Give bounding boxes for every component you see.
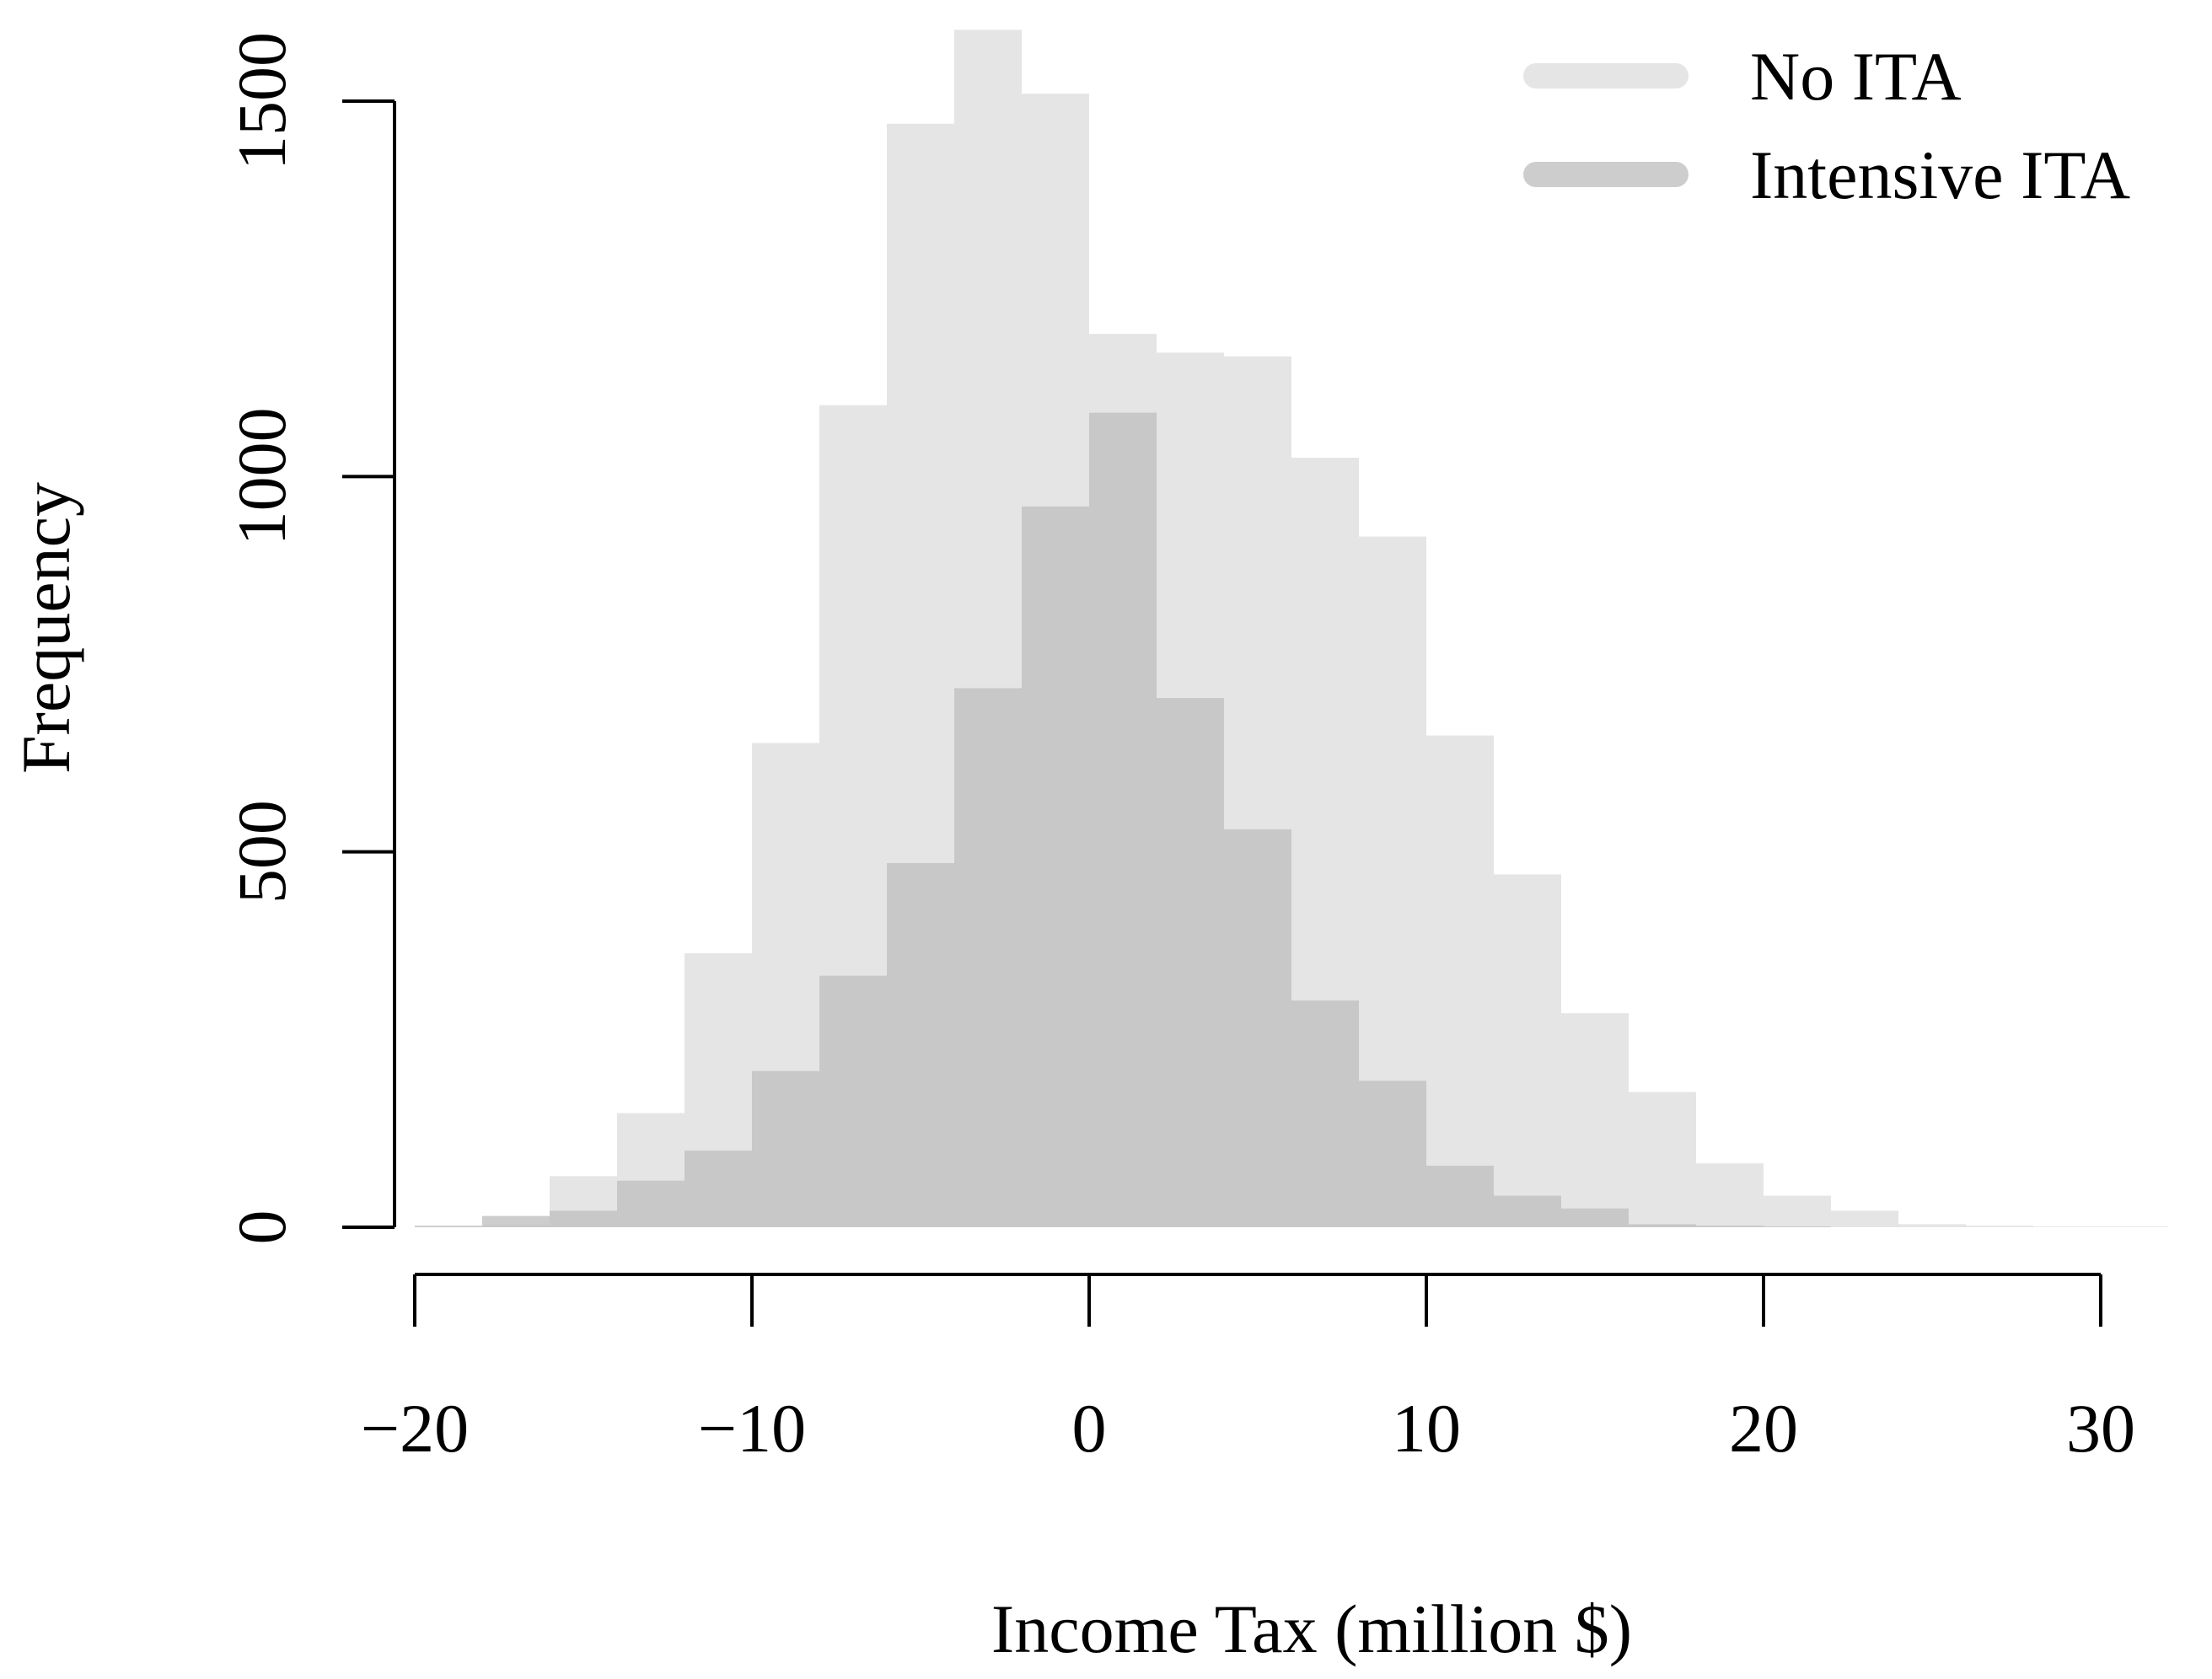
histogram-bar <box>1494 874 1561 1227</box>
histogram-bar <box>685 1151 752 1227</box>
histogram-bar <box>1426 1165 1494 1227</box>
histogram-bar <box>1224 829 1291 1227</box>
histogram-bar <box>1359 1081 1426 1227</box>
histogram-bar <box>2033 1226 2101 1227</box>
histogram-bar <box>1157 698 1224 1227</box>
x-tick-label: 30 <box>2066 1390 2135 1467</box>
histogram-bar <box>1494 1195 1561 1227</box>
histogram-bar <box>2101 1226 2168 1227</box>
histogram-bar <box>482 1215 550 1227</box>
x-tick-label: 20 <box>1729 1390 1798 1467</box>
histogram-bar <box>415 1226 482 1227</box>
legend-label: No ITA <box>1750 38 1962 115</box>
histogram-bar <box>1966 1226 2033 1227</box>
y-tick-label: 0 <box>223 1210 300 1245</box>
histogram-bar <box>1089 412 1157 1227</box>
histogram-bar <box>1291 1000 1359 1227</box>
histogram-bar <box>1764 1195 1831 1227</box>
legend: No ITA Intensive ITA <box>1523 38 2130 213</box>
histogram-bar <box>954 688 1022 1227</box>
histogram-bar <box>1629 1092 1696 1227</box>
y-axis: 0 500 1000 1500 <box>223 32 396 1245</box>
x-tick-label: 10 <box>1392 1390 1461 1467</box>
histogram-bar <box>617 1180 685 1227</box>
y-tick-label: 1500 <box>223 32 300 170</box>
histogram-bar <box>1696 1163 1764 1227</box>
histogram-bar <box>1426 735 1494 1227</box>
y-tick-label: 1000 <box>223 407 300 545</box>
x-axis: −20 −10 0 10 20 30 <box>361 1273 2135 1467</box>
y-tick-label: 500 <box>223 800 300 904</box>
x-tick-label: −10 <box>698 1390 806 1467</box>
series-intensive-ita <box>415 412 1831 1227</box>
x-tick-label: −20 <box>361 1390 469 1467</box>
histogram-bar <box>1696 1226 1764 1227</box>
x-axis-title: Income Tax (million $) <box>991 1590 1632 1667</box>
histogram-bar <box>1561 1208 1629 1227</box>
x-tick-label: 0 <box>1072 1390 1107 1467</box>
histogram-bar <box>1022 506 1089 1227</box>
histogram-bar <box>1764 1226 1831 1227</box>
histogram-bar <box>550 1210 617 1227</box>
histogram-bar <box>1561 1013 1629 1227</box>
legend-label: Intensive ITA <box>1750 137 2130 213</box>
bars-layer <box>415 30 2168 1228</box>
histogram-bar <box>887 863 954 1227</box>
histogram-bar <box>819 975 887 1227</box>
histogram-bar <box>1831 1210 1898 1227</box>
histogram-bar <box>1898 1224 1966 1227</box>
histogram-bar <box>1629 1224 1696 1227</box>
y-axis-title: Frequency <box>8 482 84 774</box>
histogram-bar <box>752 1070 819 1227</box>
